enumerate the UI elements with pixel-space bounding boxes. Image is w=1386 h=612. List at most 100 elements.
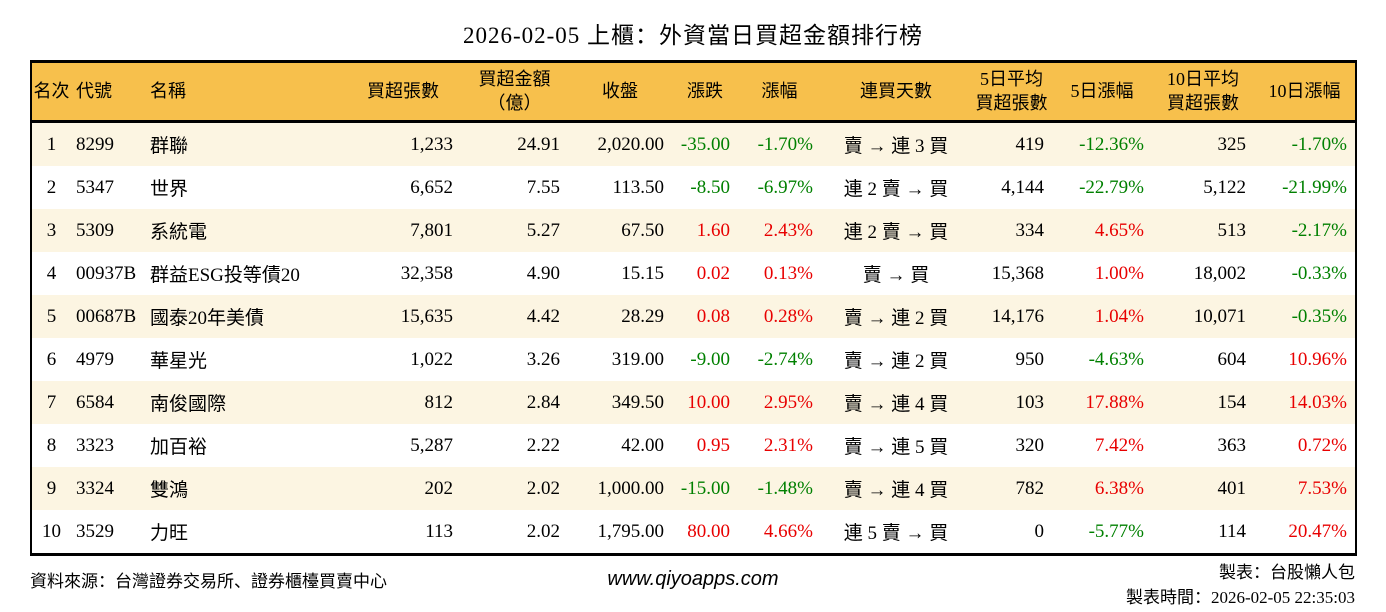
cell-close: 319.00 [611,348,664,370]
cell-rank: 5 [46,305,57,327]
cell-code: 3529 [76,520,114,542]
cell-net_buy_volume: 812 [424,391,454,413]
cell-code: 5309 [76,219,114,241]
table-row: 5 00687B 國泰20年美債 15,635 4.42 28.29 0.08 0.28% 賣 … [31,295,1356,338]
cell-code: 00687B [76,305,137,327]
cell-pct5: -12.36% [1079,133,1144,155]
cell-net_buy_volume: 202 [424,477,454,499]
cell-net_buy_amount: 4.42 [526,305,560,327]
cell-change: -15.00 [680,477,730,499]
col-header-avg10_volume: 10日平均 買超張數 [1152,61,1254,123]
table-row: 8 3323 加百裕 5,287 2.22 42.00 0.95 2.31% 賣 → 連 5 買… [31,424,1356,467]
col-header-pct10: 10日漲幅 [1254,61,1356,123]
cell-streak: 連 2 賣 → 買 [843,179,949,200]
cell-avg10_volume: 5,122 [1203,176,1246,198]
cell-net_buy_volume: 1,022 [410,348,453,370]
cell-net_buy_amount: 2.02 [526,520,560,542]
ranking-table: 名次 代號 名稱 買超張數 買超金額 （億） 收盤 漲跌 漲幅 連買天數 5日平均 買超張數 5日漲… [30,60,1357,556]
cell-avg5_volume: 14,176 [991,305,1044,327]
cell-pct10: -1.70% [1291,133,1347,155]
cell-rank: 9 [46,477,57,499]
cell-avg5_volume: 419 [1015,133,1045,155]
cell-avg10_volume: 604 [1217,348,1247,370]
cell-close: 113.50 [612,176,664,198]
cell-net_buy_amount: 2.22 [526,434,560,456]
cell-close: 28.29 [621,305,664,327]
cell-change: -8.50 [690,176,730,198]
cell-change_pct: 0.13% [763,262,813,284]
cell-code: 4979 [76,348,114,370]
col-header-code: 代號 [71,61,145,123]
cell-close: 67.50 [621,219,664,241]
cell-streak: 賣 → 連 2 買 [843,351,949,372]
cell-close: 2,020.00 [597,133,665,155]
cell-net_buy_amount: 2.02 [526,477,560,499]
cell-pct10: 7.53% [1297,477,1347,499]
cell-pct10: -2.17% [1291,219,1347,241]
table-row: 6 4979 華星光 1,022 3.26 319.00 -9.00 -2.74% 賣 → 連 … [31,338,1356,381]
cell-net_buy_amount: 5.27 [526,219,560,241]
cell-avg5_volume: 782 [1015,477,1045,499]
cell-rank: 8 [46,434,57,456]
cell-pct5: 1.04% [1094,305,1144,327]
cell-avg5_volume: 15,368 [991,262,1044,284]
cell-change_pct: 4.66% [763,520,813,542]
cell-pct10: -0.35% [1291,305,1347,327]
cell-change_pct: 2.43% [763,219,813,241]
cell-avg10_volume: 114 [1218,520,1246,542]
table-row: 9 3324 雙鴻 202 2.02 1,000.00 -15.00 -1.48% 賣 → 連 … [31,467,1356,510]
cell-avg10_volume: 154 [1217,391,1247,413]
cell-close: 42.00 [621,434,664,456]
cell-code: 6584 [76,391,114,413]
cell-code: 3324 [76,477,114,499]
page-title: 2026-02-05 上櫃：外資當日買超金額排行榜 [462,23,924,48]
cell-change_pct: 0.28% [763,305,813,327]
cell-change: 1.60 [696,219,730,241]
cell-avg10_volume: 363 [1217,434,1247,456]
cell-streak: 賣 → 連 5 買 [843,437,949,458]
cell-streak: 賣 → 買 [862,265,930,286]
cell-net_buy_amount: 4.90 [526,262,560,284]
cell-avg5_volume: 0 [1034,520,1045,542]
cell-change: -35.00 [680,133,730,155]
cell-pct5: 4.65% [1094,219,1144,241]
table-row: 7 6584 南俊國際 812 2.84 349.50 10.00 2.95% 賣 → 連 4 … [31,381,1356,424]
cell-net_buy_volume: 113 [425,520,453,542]
cell-streak: 連 5 賣 → 買 [843,523,949,544]
cell-avg5_volume: 950 [1015,348,1045,370]
table-row: 2 5347 世界 6,652 7.55 113.50 -8.50 -6.97% 連 2 賣 →… [31,166,1356,209]
cell-pct5: -22.79% [1079,176,1144,198]
cell-net_buy_volume: 7,801 [410,219,453,241]
cell-change_pct: 2.31% [763,434,813,456]
cell-avg5_volume: 320 [1015,434,1045,456]
cell-pct10: 0.72% [1297,434,1347,456]
col-header-close: 收盤 [568,61,672,123]
cell-avg10_volume: 10,071 [1193,305,1246,327]
cell-change_pct: 2.95% [763,391,813,413]
cell-change_pct: -2.74% [757,348,813,370]
cell-code: 5347 [76,176,114,198]
cell-close: 15.15 [621,262,664,284]
cell-close: 1,795.00 [597,520,665,542]
data-source-text: 資料來源：台灣證券交易所、證券櫃檯買賣中心 [30,572,387,591]
cell-net_buy_volume: 5,287 [410,434,453,456]
cell-net_buy_amount: 2.84 [526,391,560,413]
cell-pct10: 20.47% [1288,520,1347,542]
cell-change_pct: -6.97% [757,176,813,198]
cell-pct10: 14.03% [1288,391,1347,413]
cell-close: 1,000.00 [597,477,665,499]
cell-net_buy_volume: 1,233 [410,133,453,155]
col-header-net_buy_volume: 買超張數 [345,61,461,123]
cell-pct10: 10.96% [1288,348,1347,370]
cell-pct5: 7.42% [1094,434,1144,456]
cell-avg10_volume: 513 [1217,219,1247,241]
cell-net_buy_amount: 3.26 [526,348,560,370]
cell-streak: 賣 → 連 4 買 [843,394,949,415]
cell-pct5: 6.38% [1094,477,1144,499]
col-header-change_pct: 漲幅 [738,61,821,123]
cell-name: 力旺 [150,523,189,544]
cell-name: 世界 [150,179,189,200]
cell-pct10: -21.99% [1282,176,1347,198]
cell-net_buy_volume: 15,635 [400,305,453,327]
cell-change: 0.95 [696,434,730,456]
